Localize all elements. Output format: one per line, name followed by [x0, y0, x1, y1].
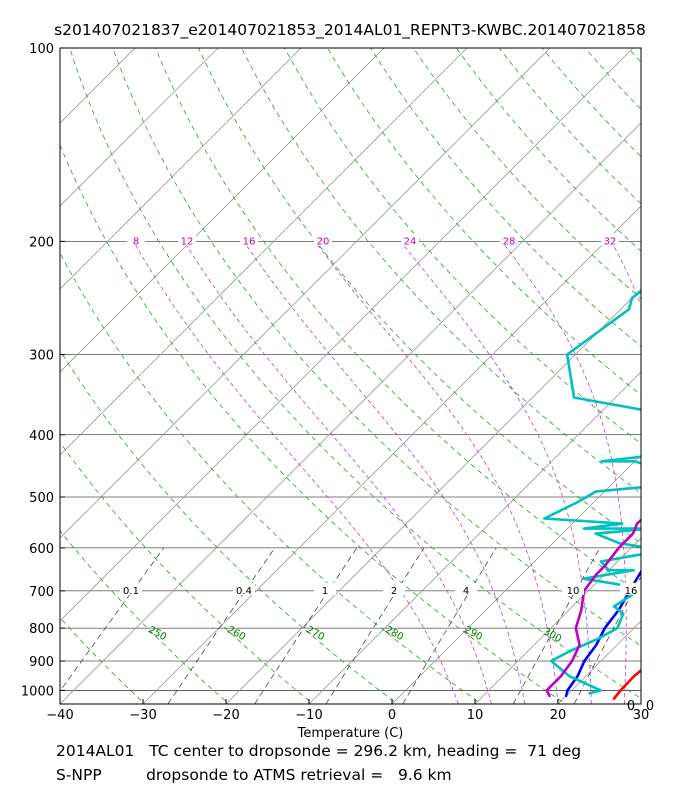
- dry-adiabat-label: 270: [304, 624, 326, 643]
- mixing-ratio-line: [60, 547, 165, 692]
- dry-adiabat-line: [60, 617, 146, 704]
- y-tick-label: 100: [29, 42, 54, 57]
- mixing-ratio-label: 10: [567, 586, 580, 597]
- dry-adiabat-label: 260: [225, 624, 247, 643]
- mixing-ratio-line: [512, 547, 601, 704]
- dry-adiabat-line: [60, 349, 398, 704]
- x-tick-label: −20: [212, 708, 239, 723]
- dry-adiabat-line: [60, 702, 62, 704]
- dry-adiabat-line: [241, 48, 641, 494]
- moist-adiabat-label: 24: [404, 236, 417, 247]
- isotherm-line: [60, 48, 385, 373]
- dry-adiabat-line: [60, 143, 567, 704]
- y-tick-label: 400: [29, 429, 54, 444]
- dry-adiabat-label: 250: [146, 624, 168, 643]
- mixing-ratio-label: 1: [322, 586, 328, 597]
- dry-adiabat-line: [627, 48, 641, 63]
- dry-adiabat-line: [284, 48, 641, 445]
- isotherm-line: [142, 205, 641, 704]
- dry-adiabat-line: [584, 48, 641, 110]
- moist-adiabat-label: 20: [317, 236, 330, 247]
- dry-adiabat-line: [498, 48, 641, 205]
- x-tick-label: 0: [388, 708, 396, 723]
- x-tick-label: 10: [467, 708, 484, 723]
- moist-adiabat-line: [501, 241, 627, 704]
- mixing-ratio-label: 4: [463, 586, 469, 597]
- dry-adiabat-line: [60, 441, 314, 704]
- mixing-ratio-line: [325, 547, 425, 704]
- y-tick-label: 500: [29, 491, 54, 506]
- sounding-series-line: [612, 668, 641, 700]
- dry-adiabat-line: [412, 48, 641, 300]
- dry-adiabat-label: 290: [462, 624, 484, 643]
- x-axis-label: Temperature (C): [297, 726, 404, 741]
- moist-adiabat-label: 12: [181, 236, 194, 247]
- mixing-ratio-label: 2: [391, 586, 397, 597]
- x-tick-label: −10: [295, 708, 322, 723]
- dry-adiabat-label: 280: [383, 624, 405, 643]
- dry-adiabat-line: [60, 252, 483, 704]
- x-tick-label: 20: [550, 708, 567, 723]
- moist-adiabat-label: 8: [133, 236, 139, 247]
- x-tick-label: 30: [633, 708, 650, 723]
- dry-adiabat-line: [69, 48, 641, 699]
- corner-label: 0: [646, 699, 654, 714]
- dry-adiabat-line: [369, 48, 641, 348]
- footer-line-1: 2014AL01 TC center to dropsonde = 296.2 …: [56, 742, 582, 760]
- moist-adiabat-label: 32: [604, 236, 617, 247]
- isotherm-line: [640, 703, 641, 704]
- sounding-series-line: [564, 565, 641, 698]
- mixing-ratio-line: [254, 547, 358, 704]
- moist-adiabat-line: [183, 241, 492, 704]
- chart-title: s201407021837_e201407021853_2014AL01_REP…: [54, 21, 646, 39]
- mixing-ratio-label: 0.4: [236, 586, 252, 597]
- y-tick-label: 1000: [21, 684, 54, 699]
- isotherm-line: [225, 288, 641, 704]
- sounding-series-line: [545, 518, 641, 698]
- dry-adiabat-line: [60, 530, 230, 704]
- y-tick-label: 900: [29, 655, 54, 670]
- footer-line-2: S-NPP dropsonde to ATMS retrieval = 9.6 …: [56, 766, 452, 784]
- dry-adiabat-line: [112, 48, 641, 647]
- x-tick-label: −30: [129, 708, 156, 723]
- isotherm-line: [60, 48, 136, 124]
- isotherm-line: [60, 122, 641, 704]
- dry-adiabat-line: [658, 34, 700, 707]
- isotherm-line: [391, 454, 641, 704]
- isotherm-line: [60, 48, 551, 539]
- y-tick-label: 200: [29, 235, 54, 250]
- x-tick-label: −40: [46, 708, 73, 723]
- mixing-ratio-line: [167, 547, 276, 704]
- y-tick-label: 700: [29, 585, 54, 600]
- y-tick-label: 600: [29, 542, 54, 557]
- dry-adiabat-label: 300: [541, 626, 563, 645]
- moist-adiabat-line: [243, 241, 526, 704]
- plot-frame: [59, 47, 642, 705]
- isotherm-line: [60, 48, 219, 207]
- dry-adiabat-line: [198, 48, 641, 544]
- y-tick-label: 800: [29, 622, 54, 637]
- isotherm-line: [308, 371, 641, 704]
- moist-adiabat-line: [133, 241, 459, 704]
- dry-adiabat-line: [327, 48, 641, 396]
- mixing-ratio-line: [402, 547, 497, 704]
- sounding-series-line: [542, 289, 641, 695]
- moist-adiabat-label: 28: [503, 236, 516, 247]
- moist-adiabat-label: 16: [243, 236, 256, 247]
- moist-adiabat-line: [314, 241, 559, 704]
- isotherm-line: [60, 48, 634, 622]
- mixing-ratio-label: 16: [625, 586, 638, 597]
- y-tick-label: 300: [29, 348, 54, 363]
- isotherm-line: [60, 48, 302, 290]
- isotherm-line: [474, 537, 641, 704]
- isotherm-line: [60, 48, 468, 456]
- corner-label: 0: [627, 699, 635, 714]
- mixing-ratio-label: 0.1: [123, 586, 139, 597]
